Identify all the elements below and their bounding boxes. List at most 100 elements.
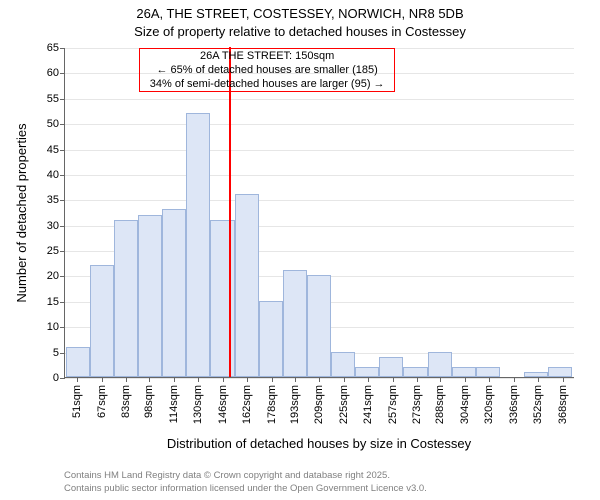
histogram-bar bbox=[355, 367, 379, 377]
histogram-bar bbox=[307, 275, 331, 377]
gridline bbox=[65, 200, 574, 201]
x-tick-mark bbox=[223, 377, 224, 382]
y-tick-label: 45 bbox=[47, 144, 59, 156]
y-tick-mark bbox=[60, 48, 65, 49]
x-tick-label: 193sqm bbox=[289, 385, 301, 424]
x-tick-label: 114sqm bbox=[168, 385, 180, 423]
x-tick-label: 288sqm bbox=[434, 385, 446, 424]
credit-line-2: Contains public sector information licen… bbox=[64, 483, 427, 494]
histogram-bar bbox=[210, 220, 234, 377]
x-axis-label: Distribution of detached houses by size … bbox=[64, 436, 574, 451]
y-tick-label: 65 bbox=[47, 42, 59, 54]
x-tick-mark bbox=[272, 377, 273, 382]
annotation-line-2: ← 65% of detached houses are smaller (18… bbox=[142, 64, 392, 78]
histogram-bar bbox=[331, 352, 355, 377]
x-tick-label: 83sqm bbox=[120, 385, 132, 418]
histogram-bar bbox=[186, 113, 210, 377]
x-tick-label: 162sqm bbox=[241, 385, 253, 424]
gridline bbox=[65, 99, 574, 100]
x-tick-mark bbox=[393, 377, 394, 382]
annotation-box: 26A THE STREET: 150sqm← 65% of detached … bbox=[139, 48, 395, 92]
y-tick-mark bbox=[60, 150, 65, 151]
y-tick-label: 60 bbox=[47, 67, 59, 79]
x-tick-label: 98sqm bbox=[143, 385, 155, 418]
credit-line-1: Contains HM Land Registry data © Crown c… bbox=[64, 470, 390, 481]
x-tick-label: 320sqm bbox=[483, 385, 495, 424]
annotation-line-1: 26A THE STREET: 150sqm bbox=[142, 50, 392, 64]
y-tick-mark bbox=[60, 251, 65, 252]
gridline bbox=[65, 150, 574, 151]
x-tick-label: 336sqm bbox=[508, 385, 520, 424]
x-tick-mark bbox=[368, 377, 369, 382]
histogram-bar bbox=[452, 367, 476, 377]
x-tick-mark bbox=[319, 377, 320, 382]
x-tick-label: 178sqm bbox=[266, 385, 278, 424]
y-tick-mark bbox=[60, 124, 65, 125]
x-tick-label: 368sqm bbox=[557, 385, 569, 424]
x-tick-label: 257sqm bbox=[387, 385, 399, 424]
annotation-line-3: 34% of semi-detached houses are larger (… bbox=[142, 78, 392, 92]
histogram-bar bbox=[235, 194, 259, 377]
y-tick-label: 30 bbox=[47, 220, 59, 232]
x-tick-mark bbox=[538, 377, 539, 382]
x-tick-label: 146sqm bbox=[217, 385, 229, 424]
y-tick-mark bbox=[60, 302, 65, 303]
x-tick-mark bbox=[198, 377, 199, 382]
gridline bbox=[65, 124, 574, 125]
x-tick-label: 352sqm bbox=[532, 385, 544, 424]
x-tick-label: 67sqm bbox=[96, 385, 108, 418]
y-tick-label: 20 bbox=[47, 270, 59, 282]
x-tick-mark bbox=[102, 377, 103, 382]
y-tick-label: 35 bbox=[47, 194, 59, 206]
y-tick-mark bbox=[60, 99, 65, 100]
x-tick-label: 241sqm bbox=[362, 385, 374, 424]
y-tick-mark bbox=[60, 378, 65, 379]
y-tick-mark bbox=[60, 226, 65, 227]
x-tick-label: 225sqm bbox=[338, 385, 350, 424]
y-tick-mark bbox=[60, 327, 65, 328]
histogram-bar bbox=[66, 347, 90, 377]
x-tick-mark bbox=[295, 377, 296, 382]
y-tick-label: 25 bbox=[47, 245, 59, 257]
x-tick-mark bbox=[489, 377, 490, 382]
y-tick-label: 55 bbox=[47, 93, 59, 105]
histogram-bar bbox=[162, 209, 186, 377]
x-tick-label: 273sqm bbox=[411, 385, 423, 424]
y-axis-label: Number of detached properties bbox=[14, 123, 29, 302]
histogram-bar bbox=[259, 301, 283, 377]
x-tick-mark bbox=[126, 377, 127, 382]
histogram-bar bbox=[114, 220, 138, 377]
histogram-bar bbox=[138, 215, 162, 377]
plot-area: 0510152025303540455055606551sqm67sqm83sq… bbox=[64, 48, 574, 378]
x-tick-mark bbox=[440, 377, 441, 382]
y-tick-label: 0 bbox=[53, 372, 59, 384]
y-tick-mark bbox=[60, 200, 65, 201]
y-tick-mark bbox=[60, 276, 65, 277]
x-tick-mark bbox=[247, 377, 248, 382]
x-tick-label: 130sqm bbox=[192, 385, 204, 424]
histogram-bar bbox=[283, 270, 307, 377]
y-tick-label: 5 bbox=[53, 347, 59, 359]
histogram-bar bbox=[90, 265, 114, 377]
x-tick-mark bbox=[174, 377, 175, 382]
x-tick-mark bbox=[77, 377, 78, 382]
y-tick-mark bbox=[60, 73, 65, 74]
x-tick-mark bbox=[149, 377, 150, 382]
histogram-bar bbox=[524, 372, 548, 377]
y-tick-label: 40 bbox=[47, 169, 59, 181]
y-tick-mark bbox=[60, 175, 65, 176]
x-tick-mark bbox=[563, 377, 564, 382]
histogram-bar bbox=[379, 357, 403, 377]
x-tick-mark bbox=[417, 377, 418, 382]
histogram-bar bbox=[476, 367, 500, 377]
chart-root: 26A, THE STREET, COSTESSEY, NORWICH, NR8… bbox=[0, 0, 600, 500]
y-tick-label: 50 bbox=[47, 118, 59, 130]
x-tick-label: 304sqm bbox=[459, 385, 471, 424]
chart-title-line1: 26A, THE STREET, COSTESSEY, NORWICH, NR8… bbox=[0, 6, 600, 21]
reference-line bbox=[229, 47, 231, 377]
x-tick-label: 51sqm bbox=[71, 385, 83, 418]
histogram-bar bbox=[403, 367, 427, 377]
histogram-bar bbox=[428, 352, 452, 377]
x-tick-label: 209sqm bbox=[313, 385, 325, 424]
y-tick-label: 10 bbox=[47, 321, 59, 333]
